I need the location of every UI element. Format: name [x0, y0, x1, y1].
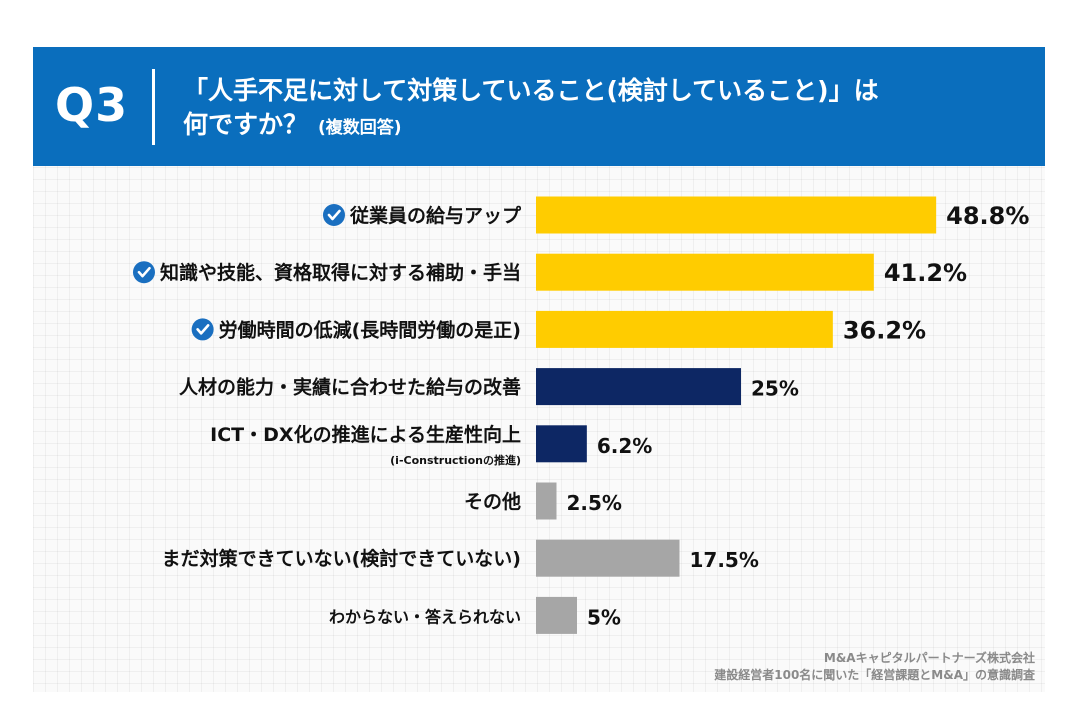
- bar-3: [536, 310, 833, 348]
- category-label-5: ICT・DX化の推進による生産性向上: [210, 423, 521, 446]
- bar-7: [536, 539, 680, 577]
- bar-4: [536, 368, 741, 406]
- question-title-text: 何ですか？: [183, 110, 309, 139]
- category-label-1: 従業員の給与アップ: [349, 204, 522, 227]
- bar-2: [536, 253, 874, 291]
- category-label-6: その他: [464, 490, 521, 513]
- category-label-2: 知識や技能、資格取得に対する補助・手当: [160, 261, 521, 284]
- chart-card: Q3 「人手不足に対して対策していること(検討していること)」は 何ですか？ (複…: [33, 47, 1045, 692]
- question-title-line1: 「人手不足に対して対策していること(検討していること)」は: [183, 76, 879, 105]
- question-header: Q3 「人手不足に対して対策していること(検討していること)」は 何ですか？ (複…: [33, 47, 1045, 166]
- question-number: Q3: [55, 78, 129, 132]
- check-icon: [322, 204, 345, 226]
- value-label-4: 25%: [751, 377, 799, 401]
- value-label-2: 41.2%: [884, 259, 967, 287]
- value-label-1: 48.8%: [946, 202, 1029, 230]
- question-title-line2: 何ですか？ (複数回答): [183, 108, 402, 145]
- value-label-8: 5%: [587, 605, 621, 629]
- bar-8: [536, 596, 577, 634]
- check-icon: [191, 318, 214, 341]
- category-label-8: わからない・答えられない: [329, 607, 521, 626]
- source-company: M&Aキャピタルパートナーズ株式会社: [823, 651, 1035, 665]
- bar-chart: 48.8% 従業員の給与アップ 41.2% 知識や技能、資格取得に対する補助・手当 36…: [132, 196, 1029, 634]
- value-label-6: 2.5%: [567, 491, 622, 515]
- check-icon: [132, 261, 155, 284]
- question-note: (複数回答): [318, 118, 402, 138]
- value-label-5: 6.2%: [597, 434, 652, 458]
- category-sublabel-5: (i-Constructionの推進): [390, 453, 521, 467]
- source-credit: M&Aキャピタルパートナーズ株式会社 建設経営者100名に聞いた「経営課題とM&…: [714, 650, 1035, 684]
- bar-5: [536, 425, 587, 463]
- category-label-7: まだ対策できていない(検討できていない): [162, 547, 521, 570]
- category-label-4: 人材の能力・実績に合わせた給与の改善: [179, 376, 521, 399]
- source-survey: 建設経営者100名に聞いた「経営課題とM&A」の意識調査: [714, 668, 1035, 682]
- bar-6: [536, 482, 557, 520]
- value-label-3: 36.2%: [843, 316, 926, 344]
- bar-1: [536, 196, 937, 234]
- value-label-7: 17.5%: [690, 548, 759, 572]
- header-divider: [152, 69, 155, 145]
- category-label-3: 労働時間の低減(長時間労働の是正): [219, 318, 521, 341]
